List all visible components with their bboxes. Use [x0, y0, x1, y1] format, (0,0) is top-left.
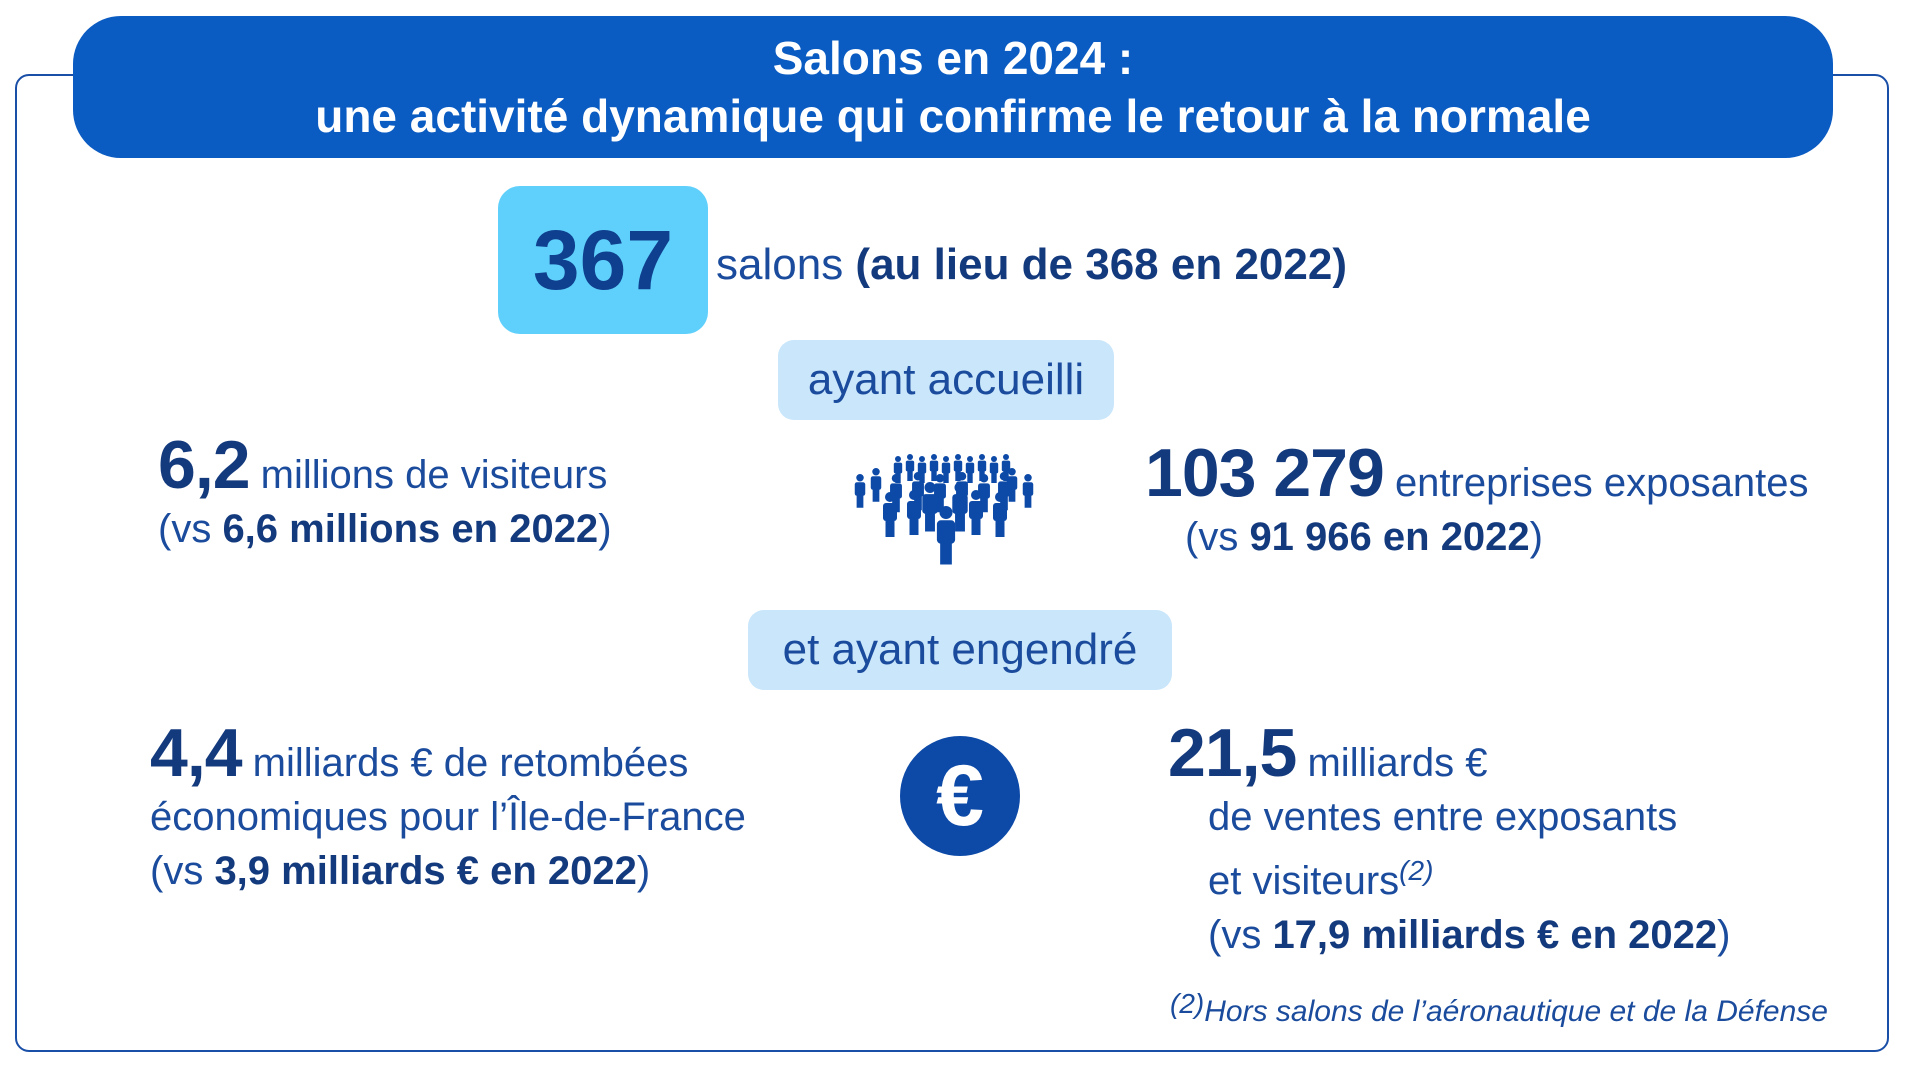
- salons-count-box: 367: [498, 186, 708, 334]
- ventes-line-3: et visiteurs: [1208, 859, 1400, 903]
- salons-description: salons (au lieu de 368 en 2022): [716, 240, 1347, 290]
- title-line-1: Salons en 2024 :: [772, 32, 1134, 84]
- stat-visiteurs: 6,2 millions de visiteurs (vs 6,6 millio…: [158, 431, 612, 556]
- crowd-icon: [854, 454, 1034, 565]
- ventes-cmp-prefix: (vs: [1208, 913, 1273, 957]
- euro-glyph: €: [936, 748, 984, 844]
- title-line-2: une activité dynamique qui confirme le r…: [315, 90, 1591, 142]
- retombees-value: 4,4: [150, 715, 243, 791]
- stat-ventes: 21,5 milliards € de ventes entre exposan…: [1168, 719, 1731, 962]
- salons-comparison: (au lieu de 368 en 2022): [855, 240, 1347, 289]
- footnote-text: Hors salons de l’aéronautique et de la D…: [1204, 995, 1828, 1028]
- visiteurs-cmp-value: 6,6 millions en 2022: [222, 507, 599, 551]
- pill-ayant-accueilli: ayant accueilli: [778, 340, 1114, 420]
- footnote-ref: (2): [1170, 988, 1205, 1019]
- exposants-cmp-suffix: ): [1529, 515, 1543, 559]
- ventes-cmp-value: 17,9 milliards € en 2022: [1272, 913, 1718, 957]
- euro-icon: €: [900, 736, 1020, 856]
- retombees-cmp-value: 3,9 milliards € en 2022: [214, 849, 637, 893]
- ventes-value: 21,5: [1168, 715, 1297, 791]
- salons-label: salons: [716, 240, 844, 289]
- ventes-cmp-suffix: ): [1717, 913, 1731, 957]
- pill-ayant-engendre: et ayant engendré: [748, 610, 1172, 690]
- retombees-label: milliards € de retombées: [252, 741, 689, 785]
- visiteurs-value: 6,2: [158, 427, 251, 503]
- footnote: (2)Hors salons de l’aéronautique et de l…: [1170, 988, 1828, 1029]
- retombees-cmp-prefix: (vs: [150, 849, 215, 893]
- stat-retombees: 4,4 milliards € de retombées économiques…: [150, 719, 746, 898]
- stat-exposants: 103 279 entreprises exposantes (vs 91 96…: [1145, 439, 1809, 564]
- visiteurs-cmp-suffix: ): [598, 507, 612, 551]
- visiteurs-label: millions de visiteurs: [260, 453, 608, 497]
- exposants-label: entreprises exposantes: [1394, 461, 1809, 505]
- exposants-cmp-prefix: (vs: [1185, 515, 1250, 559]
- exposants-cmp-value: 91 966 en 2022: [1249, 515, 1530, 559]
- visiteurs-cmp-prefix: (vs: [158, 507, 223, 551]
- retombees-line-2: économiques pour l’Île-de-France: [150, 795, 746, 839]
- retombees-cmp-suffix: ): [636, 849, 651, 893]
- pill-accueilli-label: ayant accueilli: [807, 355, 1085, 404]
- pill-engendre-label: et ayant engendré: [782, 625, 1138, 674]
- exposants-value: 103 279: [1145, 435, 1385, 511]
- ventes-note-ref: (2): [1399, 855, 1434, 886]
- title-banner: Salons en 2024 : une activité dynamique …: [73, 16, 1833, 158]
- salons-count: 367: [532, 212, 674, 307]
- ventes-label: milliards €: [1307, 741, 1488, 785]
- ventes-line-2: de ventes entre exposants: [1208, 795, 1678, 839]
